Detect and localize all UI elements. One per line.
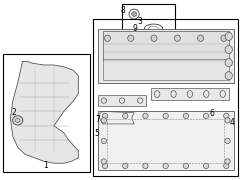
Ellipse shape	[102, 163, 108, 169]
Ellipse shape	[203, 163, 209, 169]
Bar	[98, 29, 234, 83]
Text: 8: 8	[121, 6, 126, 15]
Ellipse shape	[101, 138, 106, 144]
Ellipse shape	[174, 35, 180, 41]
Ellipse shape	[225, 72, 232, 80]
Text: 5: 5	[94, 129, 99, 138]
Ellipse shape	[143, 113, 148, 119]
Text: 6: 6	[209, 109, 214, 118]
Ellipse shape	[151, 35, 157, 41]
Ellipse shape	[221, 35, 227, 41]
Bar	[98, 95, 146, 106]
Ellipse shape	[225, 46, 232, 53]
Ellipse shape	[163, 163, 168, 169]
Text: 3: 3	[138, 17, 143, 26]
Bar	[107, 119, 224, 163]
Ellipse shape	[203, 113, 209, 119]
Bar	[93, 19, 238, 176]
Text: 7: 7	[95, 115, 100, 124]
Bar	[102, 59, 229, 80]
Ellipse shape	[183, 163, 189, 169]
Ellipse shape	[225, 59, 232, 67]
Ellipse shape	[225, 138, 230, 144]
Ellipse shape	[101, 159, 106, 164]
Ellipse shape	[132, 12, 137, 16]
Text: 2: 2	[12, 108, 16, 117]
Polygon shape	[98, 111, 134, 124]
Ellipse shape	[122, 163, 128, 169]
Ellipse shape	[225, 118, 230, 123]
Ellipse shape	[104, 35, 111, 41]
Ellipse shape	[102, 113, 108, 119]
Ellipse shape	[183, 113, 189, 119]
Ellipse shape	[101, 118, 106, 123]
Ellipse shape	[225, 159, 230, 164]
Ellipse shape	[198, 35, 204, 41]
Bar	[102, 31, 229, 60]
Bar	[3, 54, 91, 172]
Bar	[122, 4, 175, 40]
Ellipse shape	[224, 163, 229, 169]
Ellipse shape	[13, 116, 23, 125]
Ellipse shape	[122, 113, 128, 119]
Bar	[98, 111, 234, 170]
Bar	[151, 88, 229, 100]
Ellipse shape	[224, 113, 229, 119]
Ellipse shape	[143, 163, 148, 169]
Text: 9: 9	[133, 24, 138, 33]
Text: 4: 4	[230, 118, 235, 127]
Ellipse shape	[163, 113, 168, 119]
Ellipse shape	[128, 35, 134, 41]
Text: 1: 1	[43, 161, 48, 170]
Polygon shape	[10, 61, 78, 163]
Ellipse shape	[225, 32, 232, 40]
